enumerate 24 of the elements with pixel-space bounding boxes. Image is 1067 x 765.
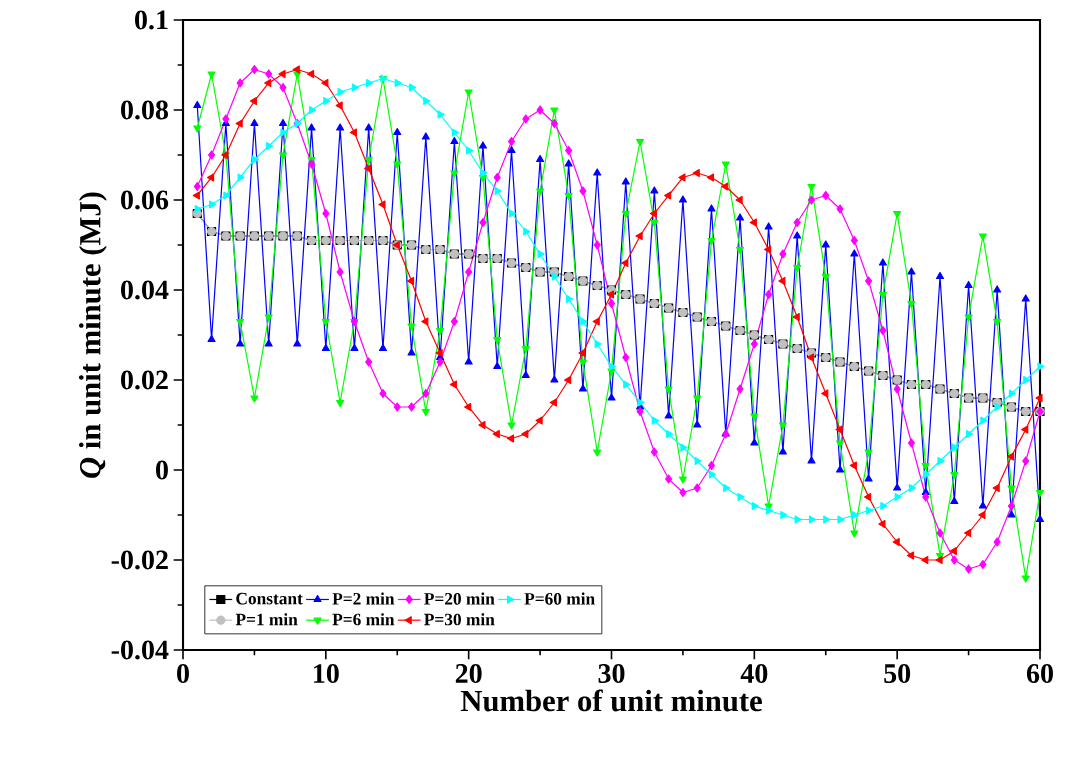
legend-label: P=1 min xyxy=(235,613,298,626)
legend-label: P=30 min xyxy=(424,613,495,626)
y-tick-label: 0.06 xyxy=(121,190,169,210)
y-tick-label: 0.02 xyxy=(121,370,168,390)
y-tick-label: 0 xyxy=(156,460,168,480)
x-tick-label: 60 xyxy=(1026,664,1053,683)
legend-label: P=2 min xyxy=(332,592,395,605)
x-tick-label: 40 xyxy=(740,664,768,683)
x-tick-label: 30 xyxy=(598,664,625,683)
y-tick-label: -0.04 xyxy=(111,640,169,660)
y-tick-label: -0.02 xyxy=(111,550,168,570)
y-axis-title: Q in unit minute (MJ) xyxy=(79,192,107,478)
x-tick-label: 0 xyxy=(177,664,189,683)
legend-label: P=6 min xyxy=(332,613,395,626)
x-tick-label: 20 xyxy=(455,664,482,683)
x-tick-label: 10 xyxy=(314,664,339,683)
x-axis-title: Number of unit minute xyxy=(460,689,762,712)
legend-label: Constant xyxy=(236,592,303,605)
y-tick-label: 0.08 xyxy=(121,100,169,120)
y-tick-label: 0.1 xyxy=(135,10,168,30)
legend-label: P=60 min xyxy=(524,592,595,605)
legend-label: P=20 min xyxy=(424,592,495,605)
x-tick-label: 50 xyxy=(884,664,911,683)
y-tick-label: 0.04 xyxy=(121,280,169,300)
